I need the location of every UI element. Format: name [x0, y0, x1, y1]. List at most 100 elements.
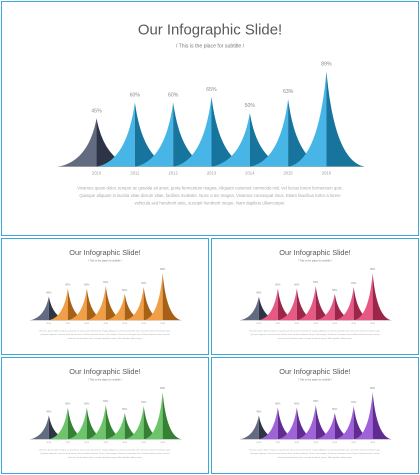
- slide-orange[interactable]: Our Infographic Slide! / This is the plac…: [1, 238, 209, 355]
- peak-2015: [334, 405, 373, 440]
- body-text-line: Quisque aliquam in lacinia vitae dictum …: [250, 452, 380, 455]
- slide-title: Our Infographic Slide!: [279, 367, 350, 376]
- data-label: 65%: [313, 280, 319, 284]
- x-tick-label: 2012: [169, 171, 179, 176]
- slide-subtitle: / This is the place for subtitle /: [298, 378, 332, 382]
- body-text-line: vehicula sed hendrerit ante, suscipit he…: [68, 456, 143, 459]
- peak-2010: [30, 415, 68, 440]
- body-text-line: Quisque aliquam in lacinia vitae dictum …: [250, 333, 380, 336]
- x-tick-label: 2013: [207, 171, 217, 176]
- peak-2014: [105, 412, 144, 440]
- body-text-line: Vivamus quam dolor, tempor ac gravida si…: [39, 329, 171, 332]
- x-tick-label: 2014: [122, 323, 127, 325]
- x-tick-label: 2010: [92, 171, 102, 176]
- x-tick-label: 2011: [276, 442, 281, 444]
- body-text-line: Quisque aliquam in lacinia vitae dictum …: [79, 193, 341, 198]
- x-tick-label: 2011: [130, 171, 140, 176]
- x-tick-label: 2010: [47, 442, 52, 444]
- data-label: 63%: [351, 400, 357, 404]
- slide-blue[interactable]: Our Infographic Slide! / This is the plac…: [1, 1, 419, 236]
- data-label: 45%: [46, 291, 52, 295]
- slide-subtitle: / This is the place for subtitle /: [298, 259, 332, 263]
- x-tick-label: 2016: [370, 323, 375, 325]
- slide-pink[interactable]: Our Infographic Slide! / This is the plac…: [211, 238, 419, 355]
- data-label: 45%: [256, 410, 262, 414]
- data-label: 63%: [141, 400, 147, 404]
- peak-2012: [68, 288, 106, 321]
- peak-chart: Our Infographic Slide! / This is the plac…: [239, 367, 392, 459]
- data-label: 89%: [370, 386, 376, 390]
- peak-2013: [297, 404, 335, 440]
- x-tick-label: 2010: [257, 323, 262, 325]
- data-label: 60%: [294, 283, 300, 287]
- body-text-line: Vivamus quam dolor, tempor ac gravida si…: [77, 185, 343, 190]
- data-label: 50%: [245, 103, 256, 109]
- data-label: 60%: [65, 283, 71, 287]
- x-tick-label: 2014: [332, 442, 337, 444]
- peak-2013: [173, 96, 250, 167]
- body-text-line: Vivamus quam dolor, tempor ac gravida si…: [249, 329, 381, 332]
- data-label: 50%: [122, 407, 128, 411]
- peak-2016: [353, 273, 392, 321]
- peak-2012: [278, 407, 316, 440]
- data-label: 60%: [130, 92, 141, 98]
- x-tick-label: 2011: [66, 323, 71, 325]
- peak-chart: Our Infographic Slide! / This is the plac…: [29, 248, 182, 340]
- x-tick-label: 2015: [351, 323, 356, 325]
- x-tick-label: 2011: [276, 323, 281, 325]
- body-text-line: vehicula sed hendrerit ante, suscipit he…: [68, 337, 143, 340]
- x-tick-label: 2013: [313, 442, 318, 444]
- data-label: 65%: [103, 399, 109, 403]
- peak-2014: [105, 293, 144, 321]
- x-tick-label: 2012: [294, 442, 299, 444]
- peak-2011: [49, 288, 87, 321]
- x-tick-label: 2014: [332, 323, 337, 325]
- peak-2010: [58, 118, 135, 167]
- slide-subtitle: / This is the place for subtitle /: [176, 44, 245, 50]
- peak-2016: [143, 392, 182, 440]
- x-tick-label: 2010: [257, 442, 262, 444]
- data-label: 60%: [84, 283, 90, 287]
- peak-2012: [68, 407, 106, 440]
- data-label: 63%: [351, 281, 357, 285]
- slide-green[interactable]: Our Infographic Slide! / This is the plac…: [1, 357, 209, 474]
- x-tick-label: 2016: [160, 442, 165, 444]
- data-label: 89%: [160, 386, 166, 390]
- slide-title: Our Infographic Slide!: [69, 248, 140, 257]
- peak-2014: [315, 412, 354, 440]
- slide-subtitle: / This is the place for subtitle /: [88, 259, 122, 263]
- x-tick-label: 2011: [66, 442, 71, 444]
- data-label: 60%: [275, 283, 281, 287]
- data-label: 50%: [332, 288, 338, 292]
- data-label: 50%: [332, 407, 338, 411]
- data-label: 45%: [256, 291, 262, 295]
- body-text-line: vehicula sed hendrerit ante, suscipit he…: [278, 456, 353, 459]
- x-tick-label: 2015: [351, 442, 356, 444]
- data-label: 65%: [206, 87, 217, 93]
- data-label: 65%: [313, 399, 319, 403]
- data-label: 50%: [122, 288, 128, 292]
- peak-2014: [315, 293, 354, 321]
- peak-2016: [353, 392, 392, 440]
- data-label: 63%: [141, 281, 147, 285]
- peak-2013: [87, 404, 125, 440]
- peak-2015: [124, 405, 163, 440]
- data-label: 45%: [46, 410, 52, 414]
- peak-2016: [288, 71, 365, 167]
- body-text-line: Vivamus quam dolor, tempor ac gravida si…: [39, 448, 171, 451]
- peak-2010: [240, 415, 278, 440]
- x-tick-label: 2010: [47, 323, 52, 325]
- x-tick-label: 2012: [84, 442, 89, 444]
- peak-chart: Our Infographic Slide! / This is the plac…: [29, 367, 182, 459]
- data-label: 60%: [275, 402, 281, 406]
- body-text-line: Vivamus quam dolor, tempor ac gravida si…: [249, 448, 381, 451]
- x-tick-label: 2016: [160, 323, 165, 325]
- x-tick-label: 2016: [370, 442, 375, 444]
- x-tick-label: 2013: [313, 323, 318, 325]
- x-tick-label: 2016: [322, 171, 332, 176]
- slide-title: Our Infographic Slide!: [69, 367, 140, 376]
- x-tick-label: 2014: [245, 171, 255, 176]
- data-label: 89%: [160, 267, 166, 271]
- slide-purple[interactable]: Our Infographic Slide! / This is the plac…: [211, 357, 419, 474]
- x-tick-label: 2015: [283, 171, 293, 176]
